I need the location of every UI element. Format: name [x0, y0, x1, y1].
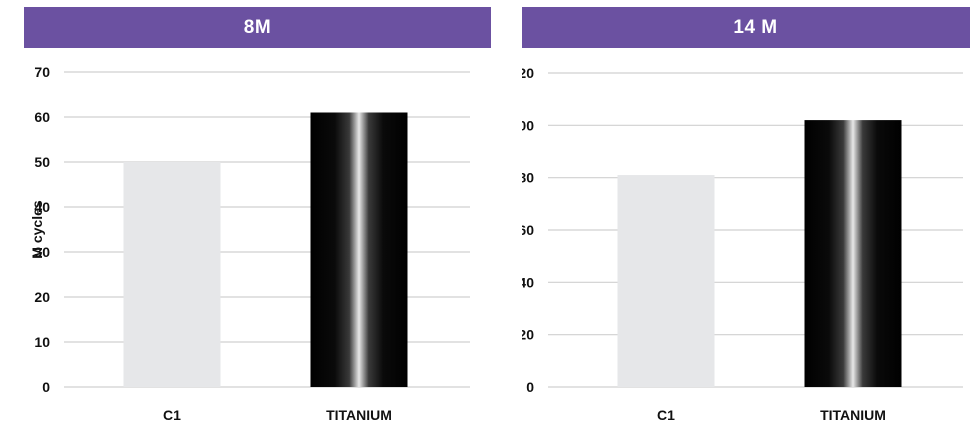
bar-chart-8m: 0 10 20 30 40 50 60 70 C1 TITANIUM M cycles — [29, 64, 470, 423]
chart-title: 8M — [24, 7, 491, 48]
bar-c1 — [123, 162, 221, 387]
x-tick-label: C1 — [657, 407, 675, 423]
y-tick-label: 100 — [522, 117, 534, 133]
y-tick-label: 60 — [522, 222, 534, 238]
bar-titanium — [804, 120, 902, 387]
x-tick-label: TITANIUM — [326, 407, 392, 423]
chart-title: 14 M — [522, 7, 970, 48]
y-axis-label: M cycles — [29, 200, 45, 259]
y-tick-label: 70 — [34, 64, 50, 80]
y-tick-label: 0 — [42, 379, 50, 395]
x-tick-label: TITANIUM — [820, 407, 886, 423]
y-tick-label: 20 — [34, 289, 50, 305]
y-tick-label: 60 — [34, 109, 50, 125]
chart-panel-14m: 14 M 020406080100120C1TITANIUMM cycles — [522, 0, 970, 423]
y-tick-label: 40 — [34, 199, 50, 215]
y-tick-label: 0 — [526, 379, 534, 395]
y-tick-label: 20 — [522, 327, 534, 343]
y-tick-label: 80 — [522, 170, 534, 186]
bar-chart-14m: 020406080100120C1TITANIUMM cycles — [522, 65, 963, 423]
y-tick-label: 120 — [522, 65, 534, 81]
y-tick-label: 30 — [34, 244, 50, 260]
y-tick-label: 40 — [522, 274, 534, 290]
bar-c1 — [617, 175, 715, 387]
chart-panel-8m: 8M 0 10 20 30 40 50 60 70 C1 TITANIUM M cycles — [24, 0, 491, 423]
y-tick-label: 50 — [34, 154, 50, 170]
bar-titanium — [310, 112, 408, 387]
y-tick-label: 10 — [34, 334, 50, 350]
x-tick-label: C1 — [163, 407, 181, 423]
